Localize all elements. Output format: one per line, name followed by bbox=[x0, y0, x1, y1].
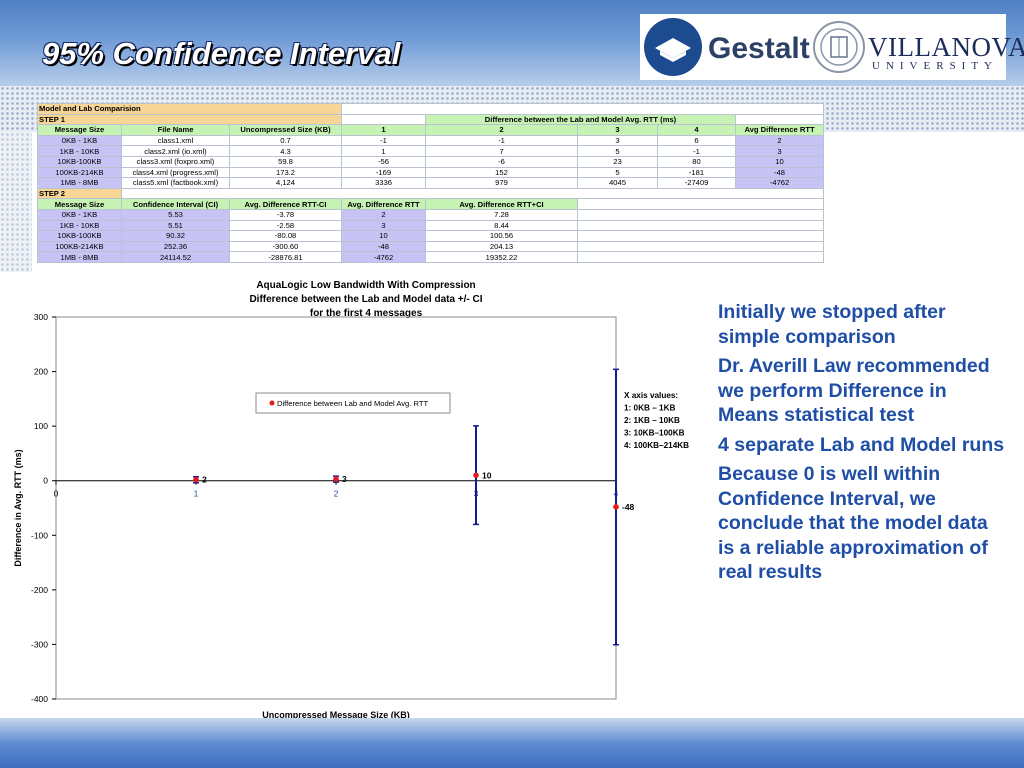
y-tick-label: 300 bbox=[34, 312, 48, 322]
table-row: 1KB - 10KB 5.51 -2.58 3 8.44 bbox=[37, 219, 825, 232]
chart-subtitle: for the first 4 messages bbox=[310, 308, 423, 319]
sheet-cell bbox=[577, 251, 825, 263]
bullet-list: Initially we stopped after simple compar… bbox=[718, 300, 1008, 590]
table-row: 10KB-100KB class3.xml (foxpro.xml) 59.8 -56… bbox=[37, 155, 825, 168]
table-cell: 2 bbox=[735, 134, 825, 147]
x-axis-values-note: 2: 1KB – 10KB bbox=[624, 416, 680, 425]
x-axis-values-note: 3: 10KB–100KB bbox=[624, 429, 685, 438]
bullet-item: 4 separate Lab and Model runs bbox=[718, 433, 1005, 456]
sheet-cell bbox=[735, 113, 825, 126]
data-label: -48 bbox=[622, 502, 635, 512]
y-tick-label: -400 bbox=[31, 694, 48, 704]
data-point bbox=[333, 476, 339, 482]
legend-marker bbox=[269, 400, 275, 406]
data-label: 10 bbox=[482, 470, 492, 480]
x-tick-label: 2 bbox=[334, 489, 339, 499]
bullet-item: Because 0 is well within Confidence Inte… bbox=[718, 463, 988, 583]
x-tick-label: 1 bbox=[194, 489, 199, 499]
table-cell: -4762 bbox=[735, 177, 825, 189]
y-tick-label: -200 bbox=[31, 585, 48, 595]
footer-band bbox=[0, 718, 1024, 768]
table-cell: 3 bbox=[735, 145, 825, 157]
table-row: 0KB - 1KB class1.xml 0.7 -1 -1 3 6 2 bbox=[37, 134, 825, 147]
data-label: 2 bbox=[202, 475, 207, 485]
gestalt-logo-text: Gestalt bbox=[708, 32, 810, 65]
slide-title: 95% Confidence Interval bbox=[42, 36, 401, 71]
table-cell: 10 bbox=[735, 155, 825, 168]
x-axis-values-note: X axis values: bbox=[624, 391, 678, 400]
confidence-interval-chart: AquaLogic Low Bandwidth With Compression… bbox=[13, 280, 689, 720]
column-header: Avg Difference RTT bbox=[735, 124, 825, 136]
gestalt-logo-icon bbox=[644, 18, 702, 76]
sheet-header-row: Message Size File Name Uncompressed Size (… bbox=[37, 124, 825, 136]
y-axis-label: Difference in Avg. RTT (ms) bbox=[13, 449, 23, 566]
y-tick-label: -100 bbox=[31, 530, 48, 540]
data-point bbox=[193, 476, 199, 483]
y-tick-label: 200 bbox=[34, 367, 48, 377]
legend-label: Difference between Lab and Model Avg. RT… bbox=[277, 399, 428, 408]
data-point bbox=[473, 472, 479, 479]
bullet-item: Initially we stopped after simple compar… bbox=[718, 301, 946, 348]
data-point bbox=[613, 504, 619, 510]
chart-title: AquaLogic Low Bandwidth With Compression bbox=[256, 280, 475, 291]
x-axis-values-note: 1: 0KB – 1KB bbox=[624, 404, 676, 413]
table-row: 100KB-214KB class4.xml (progress.xml) 173.… bbox=[37, 166, 825, 179]
table-row: 1MB - 8MB 24114.52 -28876.81 -4762 19352.22 bbox=[37, 251, 825, 263]
y-tick-label: -300 bbox=[31, 639, 48, 649]
villanova-logo-text: VILLANOVA bbox=[868, 32, 1024, 62]
villanova-logo-subtext: UNIVERSITY bbox=[872, 60, 998, 72]
sheet-step1-row: STEP 1 Difference between the Lab and Mod… bbox=[36, 113, 825, 126]
chart-subtitle: Difference between the Lab and Model dat… bbox=[249, 294, 482, 305]
plot-area-border bbox=[55, 316, 617, 700]
table-row: 100KB-214KB 252.36 -300.60 -48 204.13 bbox=[37, 240, 825, 253]
legend-box bbox=[255, 392, 451, 414]
bullet-item: Dr. Averill Law recommended we perform D… bbox=[718, 355, 990, 426]
y-tick-label: 100 bbox=[34, 421, 48, 431]
villanova-seal-icon bbox=[812, 20, 866, 74]
table-cell: -28876.81 bbox=[228, 251, 343, 263]
table-cell: -48 bbox=[735, 166, 825, 179]
x-tick-label: 0 bbox=[54, 489, 59, 499]
dotted-band-left bbox=[0, 132, 32, 272]
logo-panel: Gestalt VILLANOVA UNIVERSITY bbox=[640, 14, 1024, 80]
x-axis-values-note: 4: 100KB–214KB bbox=[624, 441, 689, 450]
sheet-header-row: Message Size Confidence Interval (CI) Avg.… bbox=[37, 198, 825, 210]
data-label: 3 bbox=[342, 474, 347, 484]
y-tick-label: 0 bbox=[43, 476, 48, 486]
x-axis-label: Uncompressed Message Size (KB) bbox=[262, 710, 410, 720]
comparison-spreadsheet: Model and Lab Comparision STEP 1 Differenc… bbox=[36, 103, 825, 263]
